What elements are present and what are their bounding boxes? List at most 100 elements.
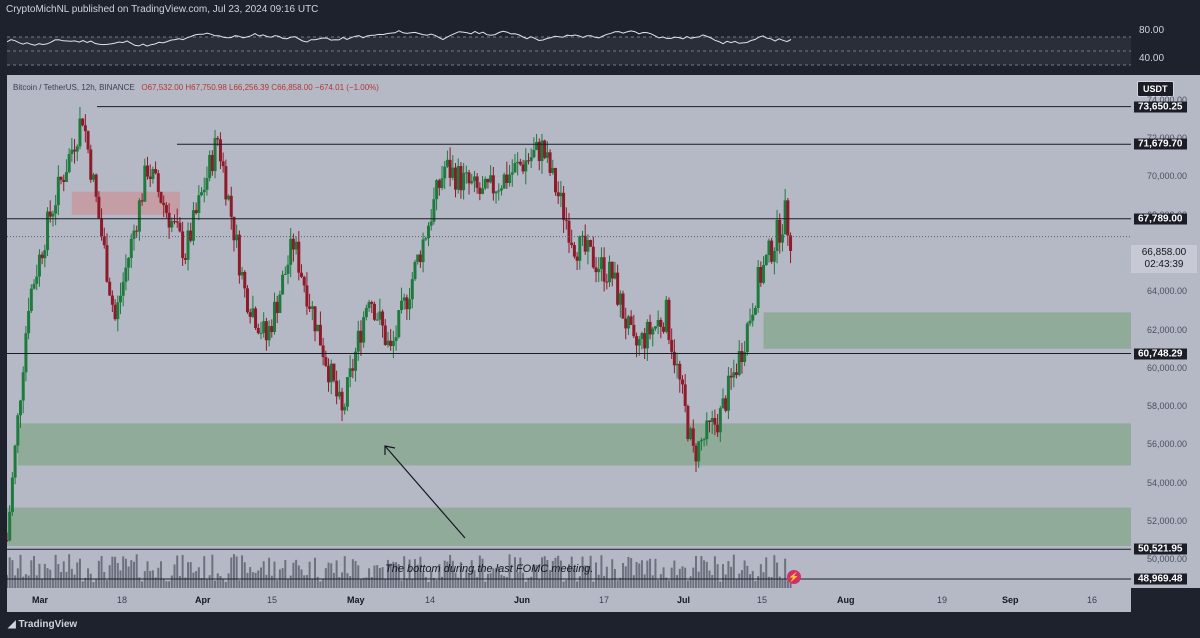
candle-body <box>27 310 31 334</box>
volume-bar <box>122 556 125 588</box>
volume-bar <box>624 566 627 588</box>
volume-bar <box>376 565 379 588</box>
lightning-icon[interactable]: ⚡ <box>787 570 801 584</box>
candle-body <box>570 242 574 246</box>
candle-body <box>608 261 612 283</box>
candle-body <box>783 200 787 235</box>
candle-body <box>659 319 663 327</box>
candle-body <box>616 272 620 305</box>
candle-body <box>764 255 768 266</box>
candle-body <box>173 221 177 223</box>
publisher-bar: CryptoMichNL published on TradingView.co… <box>0 0 1200 20</box>
volume-bar <box>173 564 176 588</box>
volume-bar <box>303 575 306 588</box>
volume-bar <box>735 578 738 588</box>
candle-body <box>156 173 160 192</box>
volume-bar <box>608 579 611 588</box>
volume-bar <box>114 556 117 588</box>
volume-bar <box>214 580 217 588</box>
price-tick: 72,000.00 <box>1147 133 1187 143</box>
candle-body <box>367 302 371 309</box>
candle-body <box>151 169 155 179</box>
price-tick: 54,000.00 <box>1146 477 1187 488</box>
time-label: 15 <box>267 595 278 605</box>
volume-bar <box>116 563 119 588</box>
volume-bar <box>359 578 362 588</box>
volume-bar <box>170 575 173 588</box>
volume-bar <box>322 578 325 588</box>
candle-body <box>235 234 239 241</box>
current-price: 66,858.00 <box>1141 247 1187 258</box>
volume-bar <box>632 575 635 588</box>
candle-body <box>35 276 39 284</box>
rsi-pane <box>6 20 1131 70</box>
candle-body <box>629 316 633 325</box>
volume-bar <box>586 565 589 588</box>
volume-bar <box>576 581 579 588</box>
volume-bar <box>284 559 287 588</box>
candle-body <box>159 191 163 203</box>
candle-body <box>494 191 498 194</box>
volume-bar <box>146 561 149 588</box>
volume-bar <box>649 558 652 588</box>
volume-bar <box>524 581 527 588</box>
volume-bar <box>157 567 160 588</box>
time-label: 14 <box>425 595 436 605</box>
volume-bar <box>249 567 252 588</box>
price-axis[interactable]: USDT 74,000.0072,000.0070,000.0068,000.0… <box>1131 75 1200 588</box>
high-value: H67,750.98 <box>185 83 227 92</box>
candle-body <box>483 178 487 189</box>
candle-body <box>121 281 125 296</box>
candle-body <box>75 146 79 152</box>
candle-body <box>597 268 601 273</box>
volume-bar <box>559 560 562 588</box>
volume-bar <box>195 571 198 588</box>
volume-bar <box>316 576 319 588</box>
candle-body <box>697 441 701 462</box>
volume-bar <box>705 561 708 588</box>
candle-body <box>375 319 379 321</box>
volume-bar <box>743 560 746 588</box>
volume-bar <box>243 562 246 588</box>
volume-bar <box>784 558 787 588</box>
volume-bar <box>368 568 371 588</box>
candle-body <box>51 213 55 217</box>
candle-body <box>405 297 409 310</box>
candle-body <box>621 293 625 319</box>
currency-button[interactable]: USDT <box>1137 81 1174 97</box>
price-tick: 50,000.00 <box>1146 554 1187 565</box>
volume-bar <box>746 565 749 588</box>
tradingview-logo[interactable]: ◢ TradingView <box>8 619 78 630</box>
volume-bar <box>449 554 452 588</box>
candle-body <box>618 293 622 305</box>
level-price-label: 71,679.70 <box>1134 138 1187 150</box>
candle-body <box>416 254 420 262</box>
candle-body <box>553 167 557 193</box>
candle-body <box>275 301 279 314</box>
candle-body <box>297 241 301 273</box>
rsi-plot <box>6 30 1131 66</box>
volume-bar <box>646 560 649 588</box>
support-zone-lower <box>7 507 1131 546</box>
volume-bar <box>397 564 400 588</box>
volume-bar <box>697 571 700 588</box>
support-zone-upper <box>763 312 1131 349</box>
candle-body <box>489 175 493 183</box>
candle-body <box>383 325 387 345</box>
candle-body <box>751 314 755 321</box>
volume-bar <box>238 580 241 588</box>
price-chart[interactable]: Bitcoin / TetherUS, 12h, BINANCE O67,532… <box>7 75 1131 588</box>
candle-body <box>451 167 455 178</box>
candle-body <box>162 202 166 206</box>
candle-body <box>318 324 322 346</box>
candle-body <box>586 240 590 252</box>
volume-bar <box>427 581 430 588</box>
time-axis[interactable]: Mar 18 Apr 15 May 14 Jun 17 Jul 15 Aug 19 Sep 16 <box>7 588 1131 612</box>
volume-bar <box>35 575 38 588</box>
candle-body <box>340 391 344 411</box>
volume-bar <box>332 572 335 588</box>
candles <box>7 106 793 542</box>
candle-body <box>94 174 98 197</box>
volume-bar <box>60 571 63 588</box>
volume-bar <box>530 576 533 588</box>
